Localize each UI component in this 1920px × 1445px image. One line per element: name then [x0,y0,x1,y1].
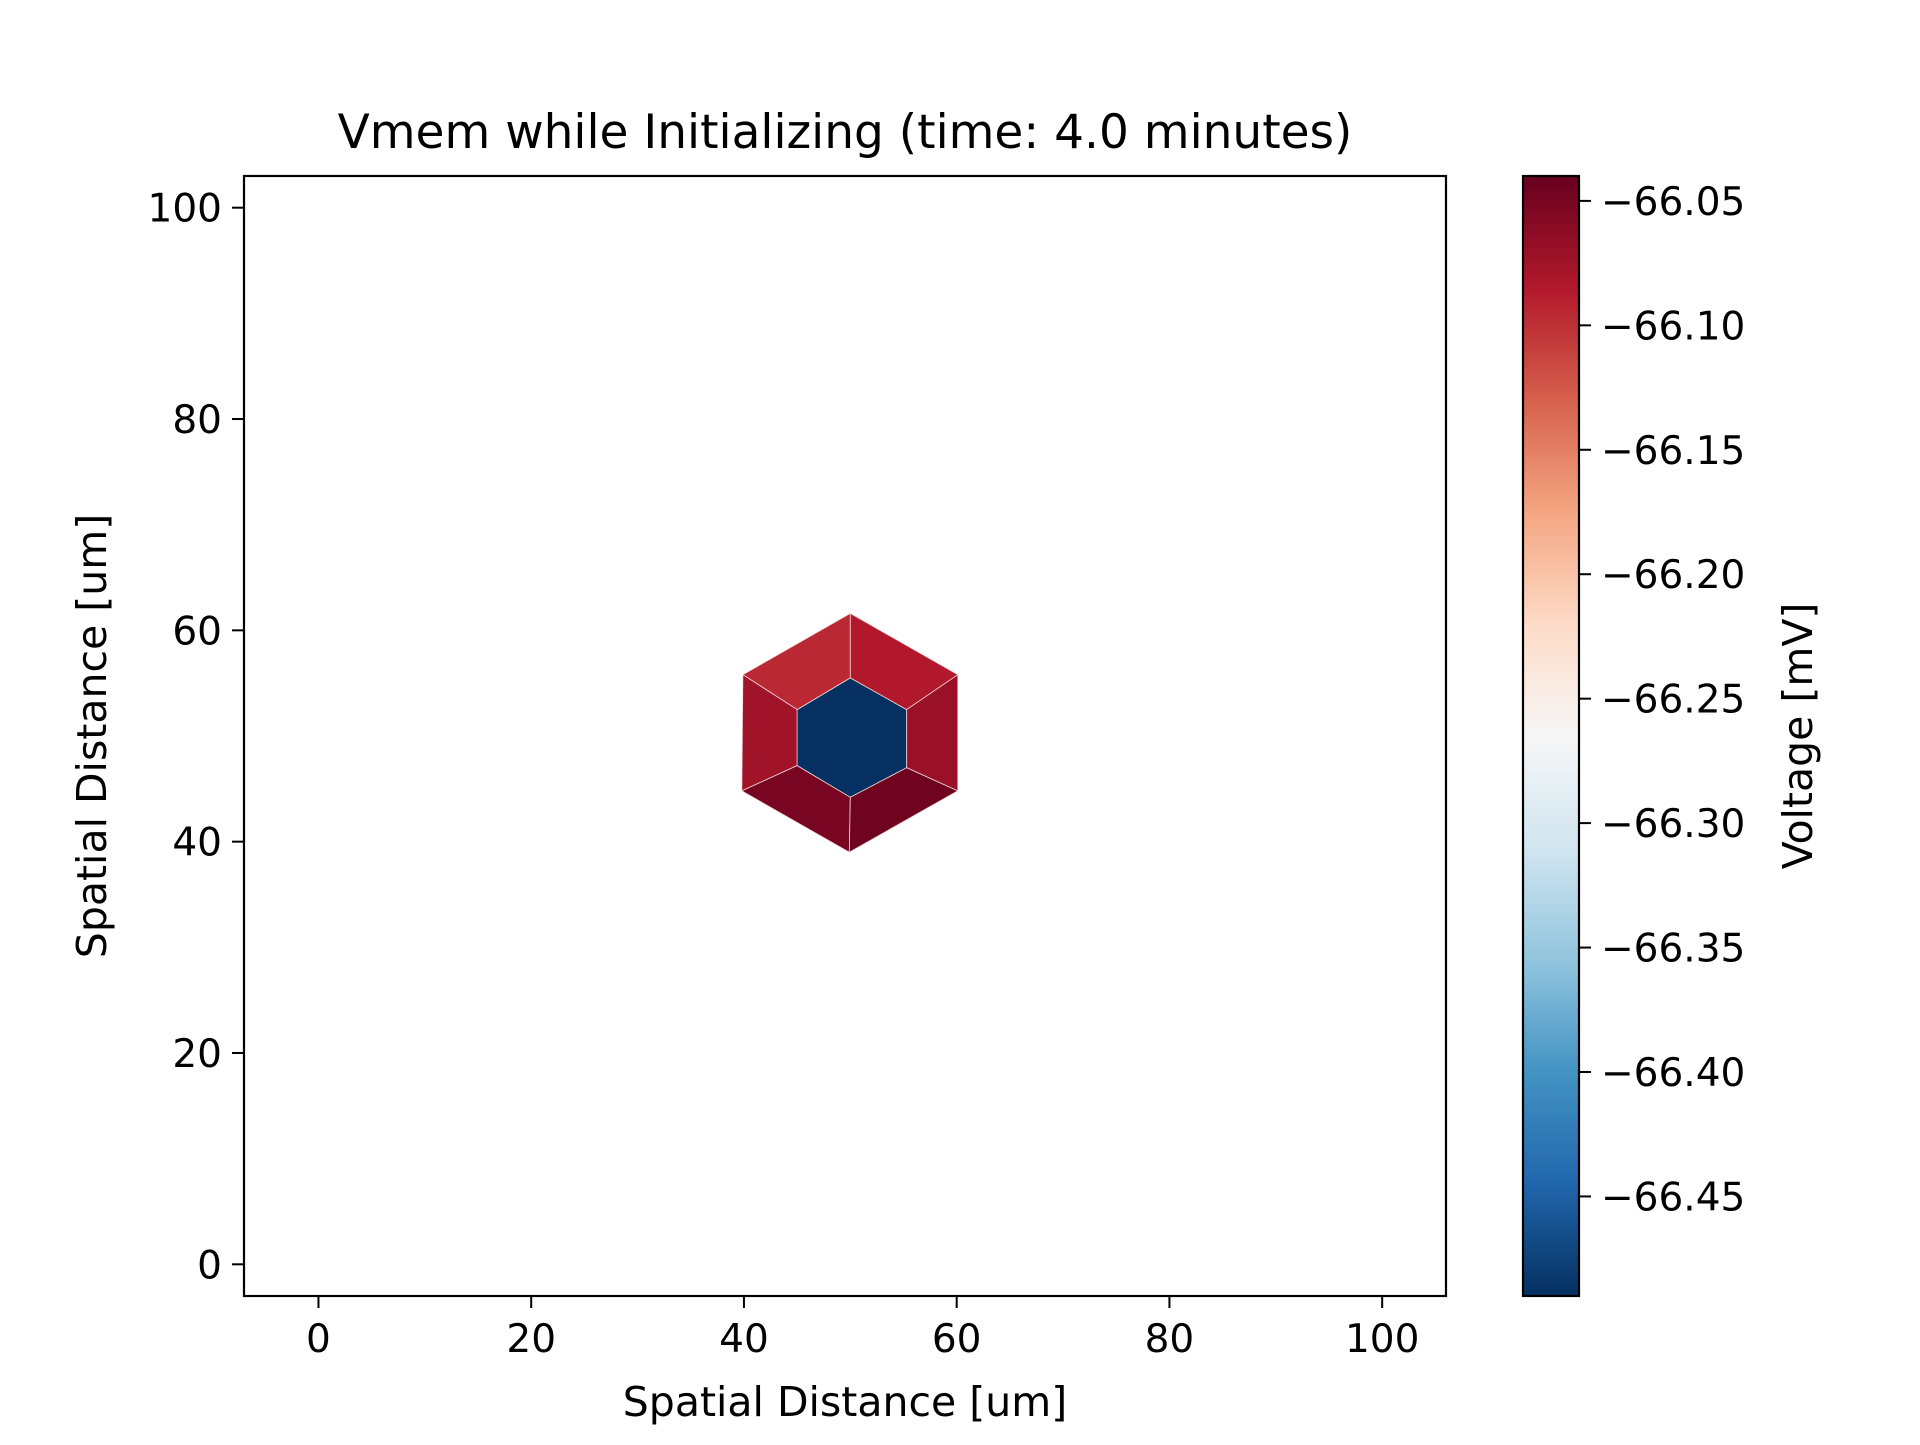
colorbar-ticks: −66.05 −66.10 −66.15 −66.20 −66.25 −66.30 −66.… [1579,180,1745,1220]
colorbar-tick-label: −66.15 [1601,429,1745,474]
colorbar-tick-label: −66.45 [1601,1175,1745,1220]
cell-lower-right [848,767,959,853]
y-tick-label: 20 [172,1032,222,1077]
x-axis-label: Spatial Distance [um] [623,1378,1067,1426]
x-tick-label: 100 [1345,1317,1419,1362]
colorbar-gradient [1523,176,1579,1296]
x-axis: 0 20 40 60 80 100 [306,1296,1419,1362]
colorbar-tick-label: −66.30 [1601,802,1745,847]
y-tick-label: 80 [172,398,222,443]
x-tick-label: 80 [1145,1317,1195,1362]
x-tick-label: 20 [506,1317,556,1362]
colorbar: −66.05 −66.10 −66.15 −66.20 −66.25 −66.30 −66.… [1521,174,1822,1298]
x-tick-label: 60 [932,1317,982,1362]
y-axis-label: Spatial Distance [um] [68,514,116,958]
y-tick-label: 60 [172,609,222,654]
colorbar-tick-label: −66.40 [1601,1051,1745,1096]
axes-frame [242,174,1448,1298]
colorbar-tick-label: −66.35 [1601,927,1745,972]
x-tick-label: 0 [306,1317,331,1362]
y-tick-label: 40 [172,821,222,866]
y-tick-label: 100 [148,187,222,232]
y-tick-label: 0 [197,1243,222,1288]
x-tick-label: 40 [719,1317,769,1362]
colorbar-frame [1521,174,1581,1298]
colorbar-tick-label: −66.20 [1601,553,1745,598]
chart-title: Vmem while Initializing (time: 4.0 minut… [338,105,1353,160]
colorbar-tick-label: −66.10 [1601,304,1745,349]
y-axis: 0 20 40 60 80 100 [148,187,244,1288]
colorbar-label: Voltage [mV] [1774,603,1822,870]
colorbar-tick-label: −66.05 [1601,180,1745,225]
colorbar-tick-label: −66.25 [1601,678,1745,723]
plot-area [740,612,959,853]
